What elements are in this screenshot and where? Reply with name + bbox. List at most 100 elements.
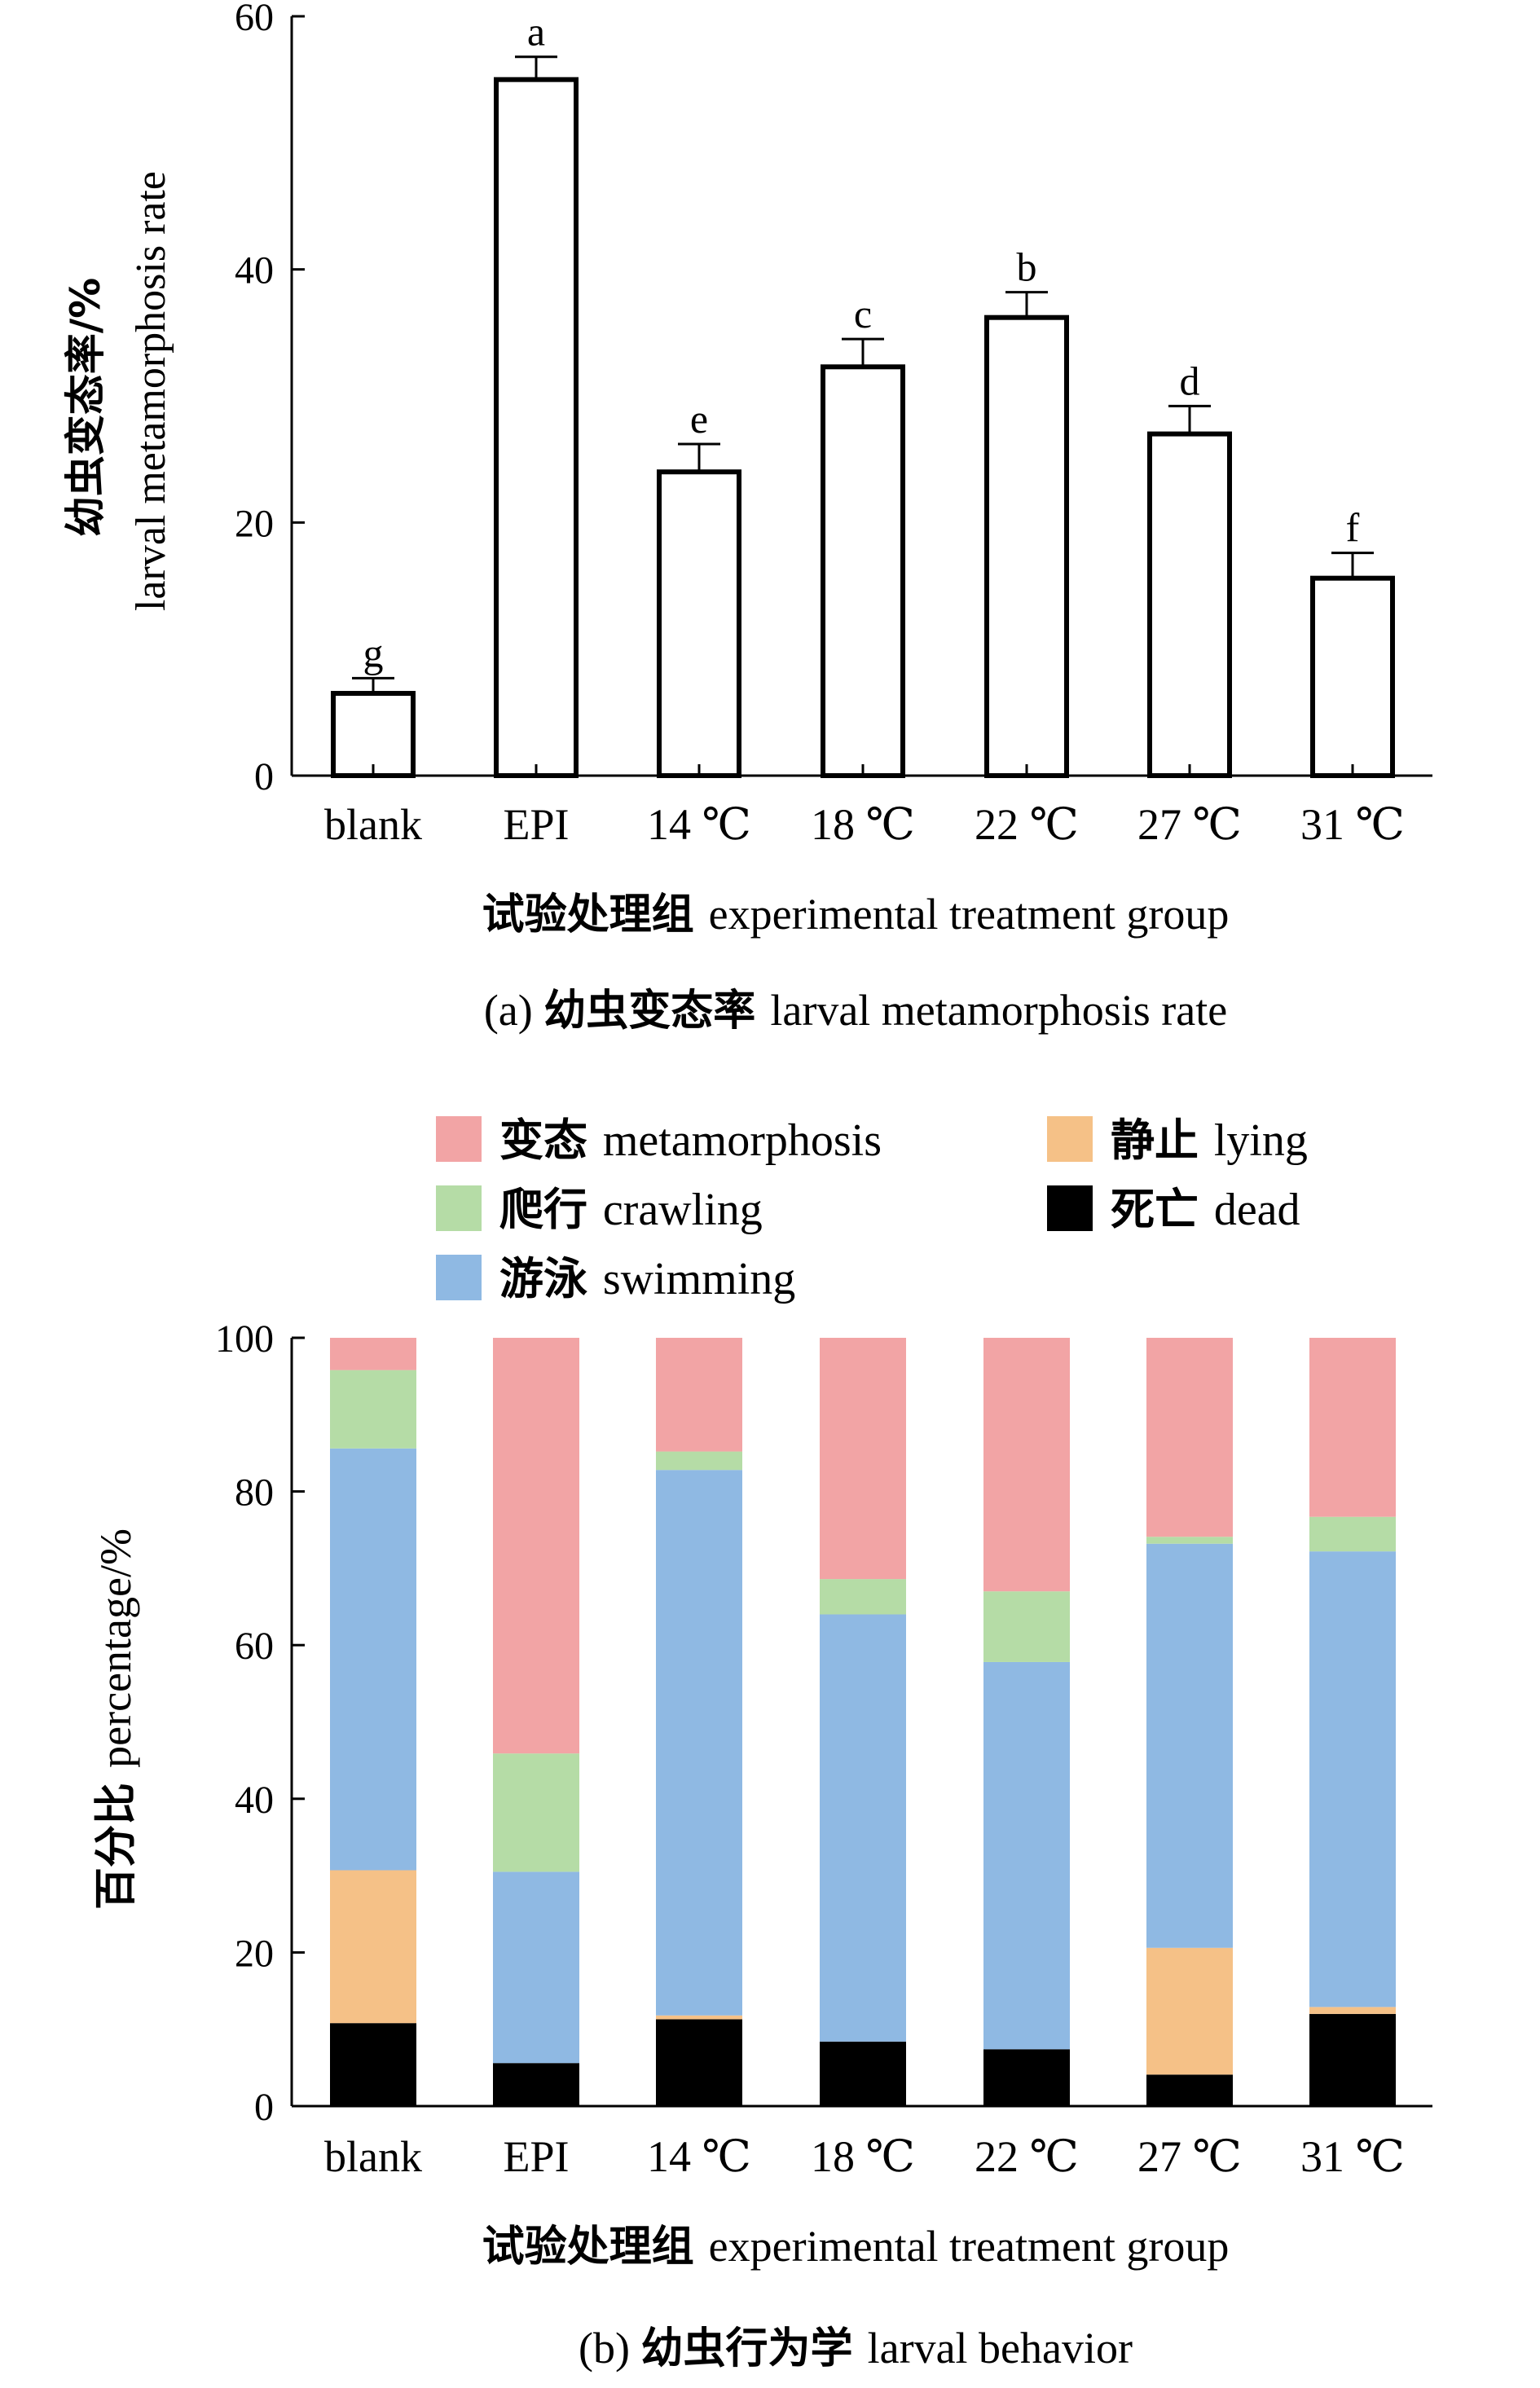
x-axis-title-a: 试验处理组 experimental treatment group: [482, 890, 1230, 939]
legend-swatch: [1047, 1116, 1093, 1162]
x-tick-label-b: 27 ℃: [1137, 2132, 1242, 2181]
legend-label-en: metamorphosis: [603, 1115, 882, 1166]
legend-label-en: swimming: [603, 1254, 795, 1304]
y-tick-label-b: 60: [235, 1625, 274, 1668]
y-axis-title-a-cn: 幼虫变态率/%: [62, 278, 109, 537]
legend-swatch: [436, 1116, 482, 1162]
stacked-segment: [1146, 1543, 1233, 1948]
y-axis-title-b-cn: 百分比: [92, 1768, 141, 1910]
stacked-segment: [1309, 1551, 1396, 2008]
stacked-segment: [330, 1338, 416, 1370]
x-tick-label-a: 18 ℃: [811, 800, 915, 849]
legend-label-cn: 变态: [499, 1115, 603, 1166]
bar-a: [657, 469, 741, 778]
stacked-segment: [656, 1451, 742, 1471]
stacked-segment: [1146, 1537, 1233, 1544]
y-tick-label-a: 60: [235, 0, 274, 39]
x-tick-label-b: 18 ℃: [811, 2132, 915, 2181]
y-tick-label-b: 100: [215, 1317, 274, 1361]
y-tick-label-a: 40: [235, 249, 274, 292]
legend-label-en: lying: [1214, 1115, 1308, 1166]
legend-label-en: crawling: [603, 1185, 763, 1235]
legend-swatch: [1047, 1185, 1093, 1231]
x-tick-label-a: 27 ℃: [1137, 800, 1242, 849]
y-axis-title-a-en: larval metamorphosis rate: [128, 171, 174, 611]
y-axis-title-b-en: percentage/%: [91, 1528, 140, 1768]
caption-b-cn: 幼虫行为学: [641, 2324, 868, 2373]
stacked-segment: [330, 2023, 416, 2106]
stacked-segment: [656, 1338, 742, 1452]
stacked-segment: [656, 2019, 742, 2106]
stacked-segment: [493, 1753, 579, 1872]
significance-letter-a: b: [1017, 244, 1037, 290]
y-axis-title-b: 百分比 percentage/%: [91, 1528, 141, 1910]
bar-a: [984, 314, 1069, 778]
bar-a: [1310, 575, 1395, 778]
stacked-segment: [493, 1871, 579, 2064]
stacked-segment: [820, 1614, 906, 2042]
stacked-segment: [983, 1661, 1070, 2050]
legend-label: 游泳 swimming: [499, 1253, 795, 1304]
stacked-segment: [1146, 1338, 1233, 1537]
legend-label: 变态 metamorphosis: [499, 1115, 882, 1166]
caption-b-en: larval behavior: [868, 2324, 1133, 2373]
stacked-segment: [656, 2015, 742, 2020]
stacked-segment: [1309, 2013, 1396, 2106]
x-axis-title-b-en: experimental treatment group: [709, 2222, 1230, 2271]
caption-b-prefix: (b): [579, 2324, 640, 2373]
y-tick-label-b: 0: [254, 2086, 274, 2129]
x-axis-title-a-cn: 试验处理组: [482, 891, 709, 939]
stacked-segment: [656, 1470, 742, 2016]
legend-label: 静止 lying: [1111, 1115, 1308, 1166]
legend-label-cn: 静止: [1111, 1115, 1214, 1166]
x-tick-label-a: 22 ℃: [975, 800, 1079, 849]
significance-letter-a: e: [690, 396, 708, 442]
significance-letter-a: f: [1346, 505, 1360, 551]
stacked-segment: [820, 1338, 906, 1580]
x-tick-label-b: 14 ℃: [647, 2132, 751, 2181]
stacked-segment: [330, 1448, 416, 1871]
y-tick-label-a: 20: [235, 502, 274, 545]
legend-label-en: dead: [1214, 1185, 1300, 1235]
legend-label: 爬行 crawling: [499, 1184, 763, 1235]
stacked-segment: [1309, 1516, 1396, 1552]
stacked-segment: [820, 1579, 906, 1615]
x-tick-label-b: EPI: [504, 2132, 570, 2181]
bar-a: [1147, 431, 1232, 778]
bar-a: [494, 77, 579, 778]
x-tick-label-b: 31 ℃: [1300, 2132, 1405, 2181]
x-tick-label-a: EPI: [504, 800, 570, 849]
stacked-segment: [330, 1870, 416, 2024]
caption-a-en: larval metamorphosis rate: [770, 986, 1227, 1035]
bar-a: [821, 364, 905, 778]
x-tick-label-a: 31 ℃: [1300, 800, 1405, 849]
significance-letter-a: a: [527, 9, 545, 55]
legend-label-cn: 爬行: [499, 1184, 603, 1235]
legend-label: 死亡 dead: [1111, 1184, 1300, 1235]
y-tick-label-b: 40: [235, 1779, 274, 1822]
x-tick-label-a: 14 ℃: [647, 800, 751, 849]
stacked-segment: [983, 1591, 1070, 1662]
caption-a: (a) 幼虫变态率 larval metamorphosis rate: [484, 986, 1227, 1036]
stacked-segment: [330, 1370, 416, 1449]
x-tick-label-b: 22 ℃: [975, 2132, 1079, 2181]
legend-label-cn: 游泳: [499, 1253, 603, 1304]
legend-swatch: [436, 1255, 482, 1300]
y-tick-label-b: 20: [235, 1932, 274, 1975]
x-tick-label-a: blank: [324, 800, 422, 849]
caption-b: (b) 幼虫行为学 larval behavior: [579, 2324, 1133, 2373]
x-axis-title-b: 试验处理组 experimental treatment group: [482, 2222, 1230, 2271]
caption-a-prefix: (a): [484, 986, 543, 1035]
legend-label-cn: 死亡: [1111, 1184, 1214, 1235]
y-tick-label-a: 0: [254, 755, 274, 798]
caption-a-cn: 幼虫变态率: [543, 987, 770, 1036]
x-tick-label-b: blank: [324, 2132, 422, 2181]
significance-letter-a: g: [363, 630, 384, 675]
stacked-segment: [983, 1338, 1070, 1592]
stacked-segment: [1309, 2007, 1396, 2014]
stacked-segment: [493, 1338, 579, 1754]
stacked-segment: [1309, 1338, 1396, 1517]
bar-a: [331, 691, 416, 778]
x-axis-title-b-cn: 试验处理组: [482, 2223, 709, 2271]
